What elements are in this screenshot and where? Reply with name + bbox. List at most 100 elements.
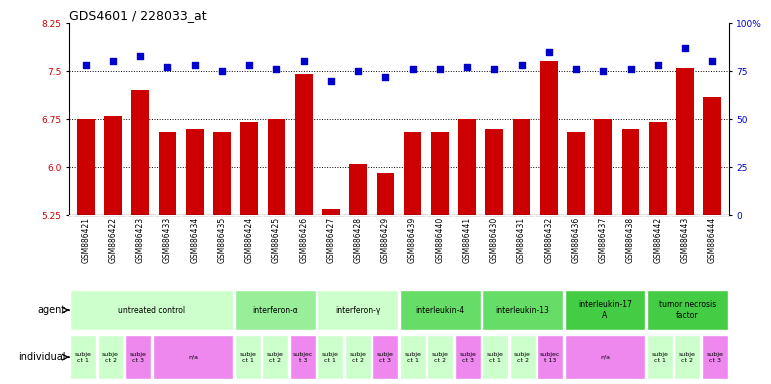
Text: GSM886425: GSM886425: [272, 217, 281, 263]
Text: subje
ct 3: subje ct 3: [706, 352, 723, 362]
Text: GSM886444: GSM886444: [708, 217, 717, 263]
Bar: [702, 335, 728, 379]
Text: untreated control: untreated control: [118, 306, 185, 314]
Text: subje
ct 2: subje ct 2: [267, 352, 284, 362]
Text: GSM886421: GSM886421: [81, 217, 90, 263]
Text: interleukin-13: interleukin-13: [496, 306, 550, 314]
Bar: [486, 129, 503, 215]
Text: GSM886427: GSM886427: [326, 217, 335, 263]
Text: GSM886435: GSM886435: [217, 217, 227, 263]
Bar: [235, 335, 261, 379]
Bar: [241, 122, 258, 215]
Point: [706, 58, 719, 65]
Text: n/a: n/a: [600, 354, 610, 360]
Text: GSM886428: GSM886428: [354, 217, 362, 263]
Point: [134, 53, 146, 59]
Bar: [268, 119, 285, 215]
Bar: [131, 90, 149, 215]
Point: [488, 66, 500, 72]
Point: [379, 74, 392, 80]
Bar: [675, 335, 700, 379]
Bar: [104, 116, 122, 215]
Text: subje
ct 2: subje ct 2: [102, 352, 119, 362]
Bar: [322, 209, 340, 215]
Bar: [213, 132, 231, 215]
Bar: [427, 335, 453, 379]
Bar: [290, 335, 316, 379]
Text: tumor necrosis
factor: tumor necrosis factor: [658, 300, 716, 320]
Bar: [458, 119, 476, 215]
Text: subje
ct 3: subje ct 3: [460, 352, 476, 362]
Point: [352, 68, 365, 74]
Bar: [431, 132, 449, 215]
Bar: [404, 132, 422, 215]
Point: [406, 66, 419, 72]
Text: agent: agent: [37, 305, 66, 315]
Bar: [676, 68, 694, 215]
Text: GSM886430: GSM886430: [490, 217, 499, 263]
Bar: [98, 335, 123, 379]
Point: [107, 58, 120, 65]
Bar: [349, 164, 367, 215]
Bar: [482, 335, 508, 379]
Point: [461, 64, 473, 70]
Bar: [482, 290, 563, 330]
Bar: [295, 74, 312, 215]
Bar: [540, 61, 557, 215]
Bar: [510, 335, 536, 379]
Text: GSM886422: GSM886422: [109, 217, 117, 263]
Text: subje
ct 2: subje ct 2: [679, 352, 696, 362]
Point: [433, 66, 446, 72]
Text: interleukin-17
A: interleukin-17 A: [578, 300, 632, 320]
Text: GSM886437: GSM886437: [599, 217, 608, 263]
Bar: [400, 335, 426, 379]
Text: GSM886426: GSM886426: [299, 217, 308, 263]
Bar: [400, 290, 480, 330]
Bar: [376, 174, 394, 215]
Bar: [513, 119, 530, 215]
Bar: [153, 335, 234, 379]
Point: [271, 66, 283, 72]
Point: [243, 62, 255, 68]
Text: subje
ct 3: subje ct 3: [130, 352, 146, 362]
Text: subje
ct 1: subje ct 1: [75, 352, 92, 362]
Bar: [70, 290, 234, 330]
Text: subjec
t 3: subjec t 3: [293, 352, 313, 362]
Point: [597, 68, 609, 74]
Text: GSM886429: GSM886429: [381, 217, 390, 263]
Text: n/a: n/a: [188, 354, 198, 360]
Text: interleukin-4: interleukin-4: [416, 306, 465, 314]
Bar: [125, 335, 151, 379]
Point: [543, 49, 555, 55]
Text: subje
ct 1: subje ct 1: [487, 352, 503, 362]
Text: subje
ct 2: subje ct 2: [514, 352, 531, 362]
Point: [216, 68, 228, 74]
Bar: [647, 290, 728, 330]
Bar: [594, 119, 612, 215]
Bar: [70, 335, 96, 379]
Bar: [703, 97, 721, 215]
Point: [298, 58, 310, 65]
Text: GSM886434: GSM886434: [190, 217, 199, 263]
Text: subje
ct 2: subje ct 2: [432, 352, 449, 362]
Text: subje
ct 3: subje ct 3: [377, 352, 394, 362]
Text: GSM886424: GSM886424: [244, 217, 254, 263]
Text: GSM886440: GSM886440: [436, 217, 444, 263]
Point: [161, 64, 173, 70]
Text: interferon-γ: interferon-γ: [335, 306, 380, 314]
Text: GSM886436: GSM886436: [571, 217, 581, 263]
Bar: [262, 335, 288, 379]
Text: GSM886433: GSM886433: [163, 217, 172, 263]
Text: GSM886439: GSM886439: [408, 217, 417, 263]
Point: [79, 62, 92, 68]
Text: subje
ct 1: subje ct 1: [240, 352, 257, 362]
Bar: [537, 335, 563, 379]
Point: [678, 45, 691, 51]
Text: GDS4601 / 228033_at: GDS4601 / 228033_at: [69, 9, 207, 22]
Text: GSM886431: GSM886431: [517, 217, 526, 263]
Bar: [564, 290, 645, 330]
Bar: [372, 335, 398, 379]
Text: subje
ct 1: subje ct 1: [404, 352, 421, 362]
Bar: [567, 132, 585, 215]
Point: [189, 62, 201, 68]
